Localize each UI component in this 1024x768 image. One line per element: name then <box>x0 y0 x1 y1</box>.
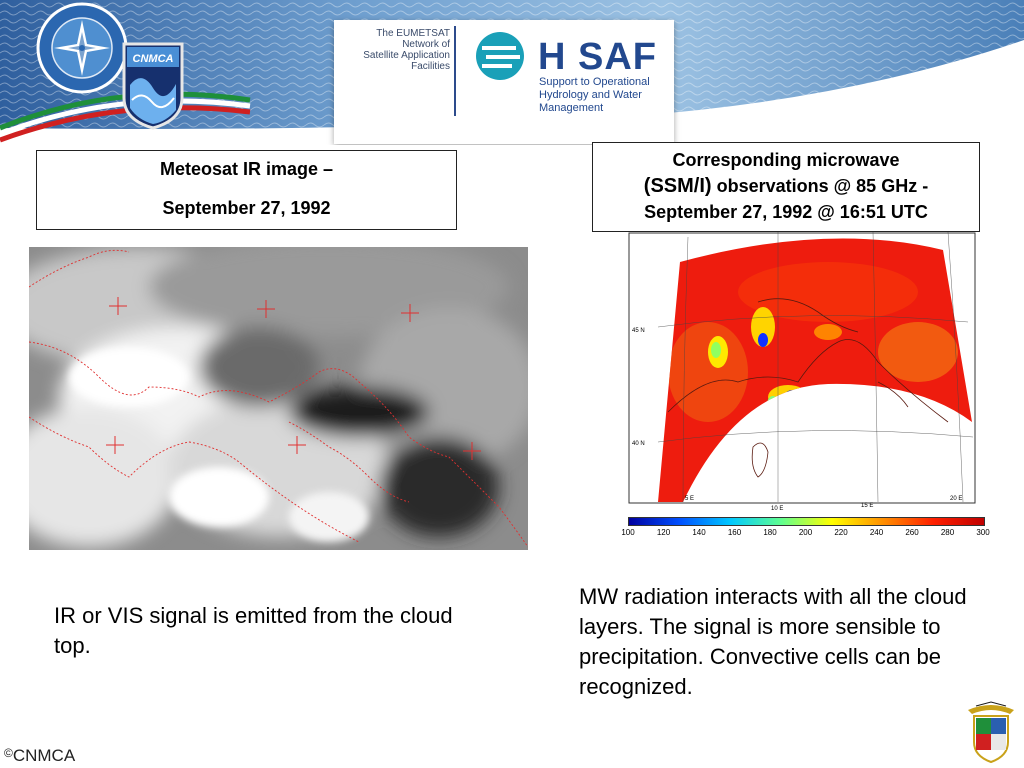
colorbar-tick-220: 220 <box>834 528 848 537</box>
ir-caption-line2: September 27, 1992 <box>162 198 331 218</box>
copyright-symbol: © <box>4 746 13 760</box>
footer-org: CNMCA <box>12 746 76 765</box>
colorbar-tick-240: 240 <box>869 528 884 537</box>
lon-label-15e: 15 E <box>861 503 873 509</box>
mw-caption-line3: September 27, 1992 @ 16:51 UTC <box>644 202 928 222</box>
lon-label-20e: 20 E <box>950 496 962 502</box>
mw-caption-line2-rest: observations @ 85 GHz - <box>711 176 929 196</box>
hsaf-subtitle: Support to Operational Hydrology and Wat… <box>539 76 650 114</box>
ssmi-label: (SSM/I) <box>643 175 712 197</box>
meteorological-service-emblem <box>36 2 128 94</box>
colorbar-tick-120: 120 <box>656 528 671 537</box>
lat-label-45n: 45 N <box>632 328 645 334</box>
ir-description-text: IR or VIS signal is emitted from the clo… <box>54 603 453 658</box>
meteosat-ir-image <box>29 247 528 550</box>
eumetsat-hsaf-logo: The EUMETSAT Network of Satellite Applic… <box>334 20 674 144</box>
eumetsat-network-label: The EUMETSAT Network of Satellite Applic… <box>363 28 450 72</box>
colorbar-tick-300: 300 <box>976 528 990 537</box>
logo-divider <box>454 26 456 116</box>
mw-image-caption: Corresponding microwave (SSM/I) observat… <box>592 142 980 232</box>
temperature-colorbar <box>628 517 985 526</box>
mw-caption-line1: Corresponding microwave <box>672 150 900 170</box>
mw-description-text: MW radiation interacts with all the clou… <box>579 584 967 699</box>
footer-copyright: ©CNMCA <box>4 746 75 766</box>
lon-label-5e: 5 E <box>685 496 694 502</box>
ssmi-microwave-map: 45 N 40 N 5 E 10 E 15 E 20 E <box>628 232 976 512</box>
ir-caption-line1: Meteosat IR image – <box>159 159 334 179</box>
colorbar-tick-140: 140 <box>692 528 706 537</box>
lon-label-10e: 10 E <box>771 506 783 512</box>
colorbar-tick-160: 160 <box>727 528 742 537</box>
colorbar-tick-100: 100 <box>621 528 635 537</box>
cnmca-badge-label: CNMCA <box>133 53 174 65</box>
header-banner: CNMCA The EUMETSAT Network of Satellite … <box>0 0 1024 145</box>
mw-caption-line2: (SSM/I) observations @ 85 GHz - <box>593 173 979 199</box>
colorbar-tick-180: 180 <box>763 528 777 537</box>
colorbar-tick-labels: 100 120 140 160 180 200 220 240 260 280 300 <box>621 528 989 540</box>
air-force-crest-icon <box>968 701 1014 764</box>
lat-label-40n: 40 N <box>632 441 645 447</box>
ir-image-caption: Meteosat IR image – September 27, 1992 <box>36 150 457 230</box>
hsaf-title: H SAF <box>538 36 657 78</box>
cnmca-shield-icon: CNMCA <box>122 42 184 130</box>
colorbar-tick-280: 280 <box>940 528 955 537</box>
colorbar-tick-260: 260 <box>905 528 919 537</box>
hsaf-globe-icon <box>476 32 524 80</box>
colorbar-tick-200: 200 <box>798 528 813 537</box>
